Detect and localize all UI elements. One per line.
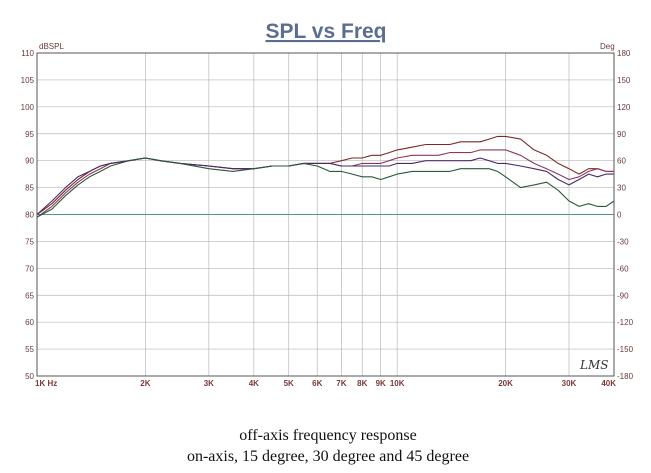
- x-ticks: 1K Hz 2K 3K 4K 5K 6K 7K 8K 9K 10K 20K 30K 40K: [35, 379, 616, 388]
- y-axis-label: dBSPL: [39, 42, 64, 51]
- x-tick-label: 5K: [284, 379, 294, 388]
- y-tick-label: 60: [25, 318, 34, 327]
- x-tick-label: 30K: [562, 379, 577, 388]
- y2-tick-label: 120: [617, 103, 631, 112]
- caption-line-2: on-axis, 15 degree, 30 degree and 45 deg…: [187, 448, 469, 465]
- series-group: [36, 135, 615, 218]
- chart-title: SPL vs Freq: [266, 20, 387, 43]
- series-line-1: [36, 135, 614, 215]
- y-ticks: 50 55 60 65 70 75 80 85 90 95 100 105 110: [21, 49, 35, 381]
- y2-tick-label: -150: [617, 345, 634, 354]
- y-tick-label: 65: [25, 291, 34, 300]
- x-tick-label: 9K: [376, 379, 386, 388]
- y-tick-label: 55: [25, 345, 34, 354]
- y-tick-label: 70: [25, 264, 34, 273]
- x-tick-label: 8K: [357, 379, 367, 388]
- y2-tick-label: 30: [617, 184, 626, 193]
- y2-tick-label: 150: [617, 76, 631, 85]
- x-tick-label: 7K: [336, 379, 346, 388]
- x-tick-label: 4K: [249, 379, 259, 388]
- lms-logo: LMS: [579, 358, 608, 372]
- y2-axis-label: Deg: [600, 42, 615, 51]
- grid: [36, 52, 615, 377]
- y-tick-label: 105: [21, 76, 35, 85]
- y-tick-label: 100: [21, 103, 35, 112]
- y2-tick-label: -30: [617, 237, 629, 246]
- y-tick-label: 80: [25, 211, 34, 220]
- y2-ticks: -180 -150 -120 -90 -60 -30 0 30 60 90 120 150 180: [617, 49, 634, 381]
- x-tick-label: 6K: [312, 379, 322, 388]
- series-line-4: [36, 157, 615, 218]
- y-tick-label: 90: [25, 157, 34, 166]
- y2-tick-label: -120: [617, 318, 634, 327]
- x-tick-label: 10K: [390, 379, 405, 388]
- x-tick-label: 2K: [140, 379, 150, 388]
- y-tick-label: 50: [25, 372, 34, 381]
- x-tick-label: 1K Hz: [35, 379, 57, 388]
- y2-tick-label: -180: [617, 372, 634, 381]
- y-tick-label: 110: [21, 49, 34, 58]
- y-tick-label: 85: [25, 184, 34, 193]
- y2-tick-label: 90: [617, 130, 626, 139]
- caption-line-1: off-axis frequency response: [239, 427, 416, 444]
- y-tick-label: 95: [25, 130, 34, 139]
- series-line-2: [36, 149, 614, 218]
- y2-tick-label: -90: [617, 291, 629, 300]
- y2-tick-label: 60: [617, 157, 626, 166]
- y2-tick-label: 180: [617, 49, 631, 58]
- y2-tick-label: 0: [617, 211, 622, 220]
- plot-frame: [36, 52, 615, 377]
- x-tick-label: 20K: [498, 379, 513, 388]
- x-tick-label: 40K: [601, 379, 616, 388]
- x-tick-label: 3K: [204, 379, 214, 388]
- y2-tick-label: -60: [617, 264, 629, 273]
- y-tick-label: 75: [25, 237, 34, 246]
